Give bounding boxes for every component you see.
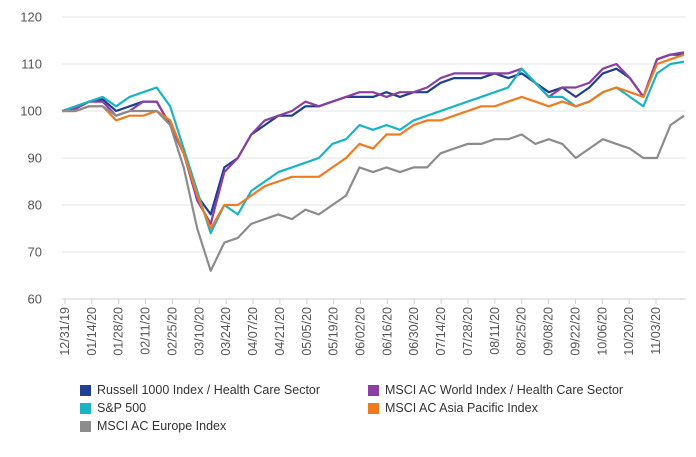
x-tick-label: 09/22/20 — [568, 307, 582, 356]
y-axis-tick-labels: 60 70 80 90 100 110 120 — [20, 10, 42, 307]
x-tick-label: 01/28/20 — [112, 307, 126, 356]
y-tick-label: 80 — [28, 198, 42, 213]
x-tick-label: 05/05/20 — [300, 307, 314, 356]
x-tick-label: 12/31/19 — [58, 307, 72, 356]
x-tick-label: 11/03/20 — [649, 307, 663, 355]
legend-swatch — [368, 402, 379, 414]
x-tick-label: 05/19/20 — [327, 307, 341, 356]
series-lines — [61, 51, 685, 272]
y-tick-label: 120 — [20, 10, 42, 25]
x-tick-label: 06/16/20 — [380, 307, 394, 356]
x-tick-label: 07/14/20 — [434, 307, 448, 356]
legend: Russell 1000 Index / Health Care Sector … — [80, 383, 680, 443]
x-tick-label: 10/06/20 — [595, 307, 609, 356]
legend-swatch — [80, 384, 91, 396]
legend-item-russell-1000-health-care: Russell 1000 Index / Health Care Sector — [80, 383, 320, 397]
legend-label: MSCI AC Asia Pacific Index — [385, 401, 538, 415]
legend-item-msci-ac-asia-pacific: MSCI AC Asia Pacific Index — [368, 401, 538, 415]
x-tick-label: 07/28/20 — [461, 307, 475, 356]
x-tick-label: 08/11/20 — [488, 307, 502, 355]
x-tick-label: 04/21/20 — [273, 307, 287, 356]
series-line-0 — [61, 53, 684, 216]
legend-item-msci-ac-world-health-care: MSCI AC World Index / Health Care Sector — [368, 383, 623, 397]
legend-label: Russell 1000 Index / Health Care Sector — [97, 383, 321, 397]
x-tick-label: 01/14/20 — [85, 307, 99, 356]
legend-swatch — [80, 402, 91, 414]
legend-swatch — [368, 384, 379, 396]
series-line-3 — [62, 53, 685, 230]
y-tick-label: 100 — [20, 104, 42, 119]
x-tick-label: 02/11/20 — [139, 307, 153, 355]
x-tick-label: 06/02/20 — [354, 307, 368, 356]
x-tick-label: 03/10/20 — [192, 307, 206, 356]
y-tick-label: 90 — [28, 151, 42, 166]
y-tick-label: 70 — [28, 245, 42, 260]
series-line-1 — [61, 51, 685, 225]
legend-label: MSCI AC Europe Index — [97, 419, 227, 433]
gridlines — [62, 16, 686, 300]
legend-swatch — [80, 420, 91, 432]
legend-item-msci-ac-europe: MSCI AC Europe Index — [80, 419, 226, 433]
x-tick-label: 08/25/20 — [515, 307, 529, 356]
y-tick-label: 110 — [21, 57, 42, 72]
x-tick-label: 04/07/20 — [246, 307, 260, 356]
x-tick-label: 09/08/20 — [542, 307, 556, 356]
x-tick-label: 02/25/20 — [165, 307, 179, 356]
y-tick-label: 60 — [28, 292, 42, 307]
legend-item-sp-500: S&P 500 — [80, 401, 146, 415]
legend-label: S&P 500 — [97, 401, 147, 415]
x-tick-label: 10/20/20 — [622, 307, 636, 356]
series-line-4 — [62, 105, 685, 272]
x-axis-tick-labels: 12/31/19 01/14/20 01/28/20 02/11/20 02/25/20… — [58, 299, 663, 356]
x-tick-label: 06/30/20 — [407, 307, 421, 356]
x-tick-label: 03/24/20 — [219, 307, 233, 356]
legend-label: MSCI AC World Index / Health Care Sector — [385, 383, 624, 397]
